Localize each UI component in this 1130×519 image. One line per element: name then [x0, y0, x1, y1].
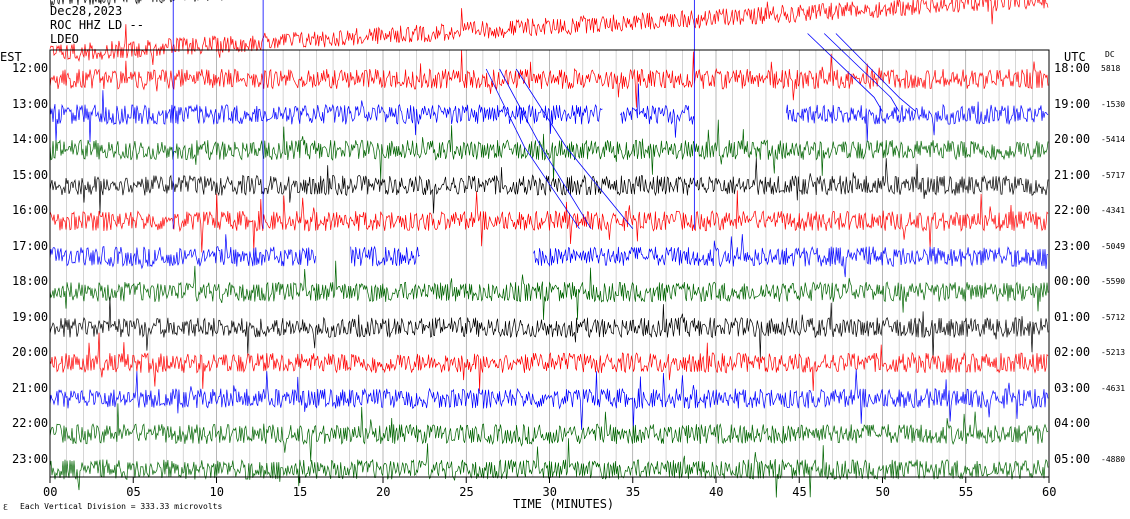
utc-hour-label: 23:00: [1054, 238, 1091, 253]
dc-offset-label: -4341: [1101, 206, 1126, 215]
trace-pre-row: [49, 0, 1049, 66]
est-hour-label: 18:00: [12, 274, 49, 288]
x-tick-label: 45: [792, 485, 807, 499]
dc-offset-label: -5717: [1101, 170, 1126, 180]
x-tick-label: 60: [1042, 485, 1057, 499]
x-axis-title: TIME (MINUTES): [513, 497, 615, 511]
x-tick-label: 05: [126, 485, 141, 499]
trace-1900: [49, 296, 1049, 359]
x-tick-label: 50: [875, 485, 890, 499]
x-tick-label: 30: [542, 485, 557, 499]
dc-title: DC: [1105, 50, 1115, 59]
dc-offset-label: -4631: [1101, 383, 1126, 393]
x-tick-label: 10: [209, 485, 224, 499]
est-hour-label: 13:00: [12, 96, 49, 111]
right-axis-title: UTC: [1064, 50, 1086, 64]
trace-1800: [49, 260, 1049, 321]
left-axis-title: EST: [0, 50, 22, 64]
x-tick-label: 25: [459, 485, 474, 499]
est-hour-label: 14:00: [12, 132, 49, 146]
x-tick-label: 00: [43, 485, 58, 499]
dc-offset-label: -5590: [1101, 277, 1126, 286]
utc-hour-label: 03:00: [1054, 380, 1091, 395]
trace-1400: [49, 119, 1049, 182]
trace-2100: [49, 369, 1049, 430]
est-hour-label: 17:00: [12, 238, 49, 253]
utc-hour-label: 02:00: [1054, 345, 1091, 359]
station-channel: ROC HHZ LD --: [50, 18, 144, 32]
arrival-line: [835, 33, 917, 112]
arrival-line: [485, 68, 580, 230]
trace-1700: [533, 234, 1049, 278]
x-axis-ticks: [49, 477, 1050, 483]
trace-1700: [49, 234, 317, 270]
utc-hour-label: 18:00: [1054, 61, 1091, 75]
network-label: LDEO: [50, 32, 79, 46]
utc-hour-label: 05:00: [1054, 451, 1091, 466]
vertical-division-note: Each Vertical Division = 333.33 microvol…: [20, 502, 223, 511]
dc-offset-label: -4880: [1101, 454, 1126, 464]
dc-offset-label: -1530: [1101, 99, 1126, 109]
seismic-traces: [49, 0, 1049, 498]
trace-2200: [49, 403, 1049, 462]
utc-hour-label: 00:00: [1054, 274, 1091, 288]
dc-offset-label: -5712: [1101, 312, 1126, 322]
utc-hour-label: 01:00: [1054, 309, 1091, 324]
trace-1300: [620, 83, 695, 138]
trace-2300: [49, 438, 1049, 498]
est-hour-label: 23:00: [12, 451, 49, 466]
utc-hour-label: 22:00: [1054, 203, 1091, 217]
arrival-line: [807, 33, 883, 112]
arrival-line: [823, 33, 900, 112]
trace-1300: [49, 90, 603, 143]
trace-2000: [49, 332, 1049, 391]
minute-grid: [66, 50, 1033, 477]
x-tick-label: 35: [625, 485, 641, 499]
utc-hour-label: 20:00: [1054, 132, 1091, 146]
utc-hour-label: 19:00: [1054, 96, 1091, 111]
dc-offset-label: 5818: [1101, 64, 1121, 73]
trace-1200: [49, 49, 1049, 108]
dc-offset-label: -5049: [1101, 241, 1126, 251]
est-hour-label: 19:00: [12, 309, 49, 324]
x-tick-label: 15: [292, 485, 308, 499]
dc-offset-label: -5414: [1101, 135, 1126, 144]
est-hour-label: 21:00: [12, 380, 49, 395]
utc-hour-label: 04:00: [1054, 416, 1091, 430]
record-date: Dec28,2023: [50, 4, 123, 18]
dc-offset-label: -5213: [1101, 348, 1126, 357]
est-hour-label: 20:00: [12, 345, 49, 359]
trace-1700: [350, 245, 420, 267]
x-tick-label: 40: [709, 485, 724, 499]
x-tick-label: 20: [376, 485, 391, 499]
trace-1500: [49, 158, 1049, 214]
utc-hour-label: 21:00: [1054, 167, 1091, 182]
est-hour-label: 12:00: [12, 61, 49, 75]
x-tick-label: 55: [958, 485, 974, 499]
arrival-line: [515, 68, 634, 230]
teleseismic-arrival-lines: [172, 0, 917, 230]
trace-1600: [49, 190, 1049, 253]
est-hour-label: 16:00: [12, 203, 49, 217]
arrival-line: [499, 68, 592, 230]
est-hour-label: 15:00: [12, 167, 49, 182]
trace-1300: [785, 101, 1049, 143]
footer-icon: ℇ: [3, 503, 8, 512]
est-hour-label: 22:00: [12, 416, 49, 430]
